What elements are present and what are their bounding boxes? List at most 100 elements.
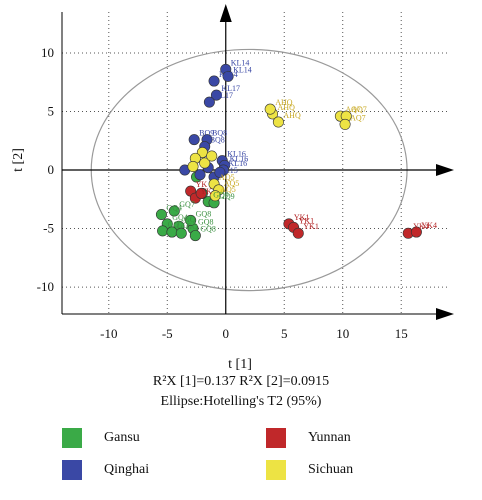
y-tick-label: -5 (43, 221, 54, 236)
point-gansu (189, 230, 201, 242)
point-label-qinghai: KL16 (227, 150, 246, 159)
y-axis-label: t [2] (11, 148, 26, 172)
point-label-gansu: GQ9 (219, 192, 235, 201)
x-tick-label: 5 (281, 326, 288, 341)
legend-swatch (62, 460, 82, 480)
point-label-qinghai: KL15 (219, 166, 238, 175)
x-axis-label: t [1] (228, 357, 252, 372)
point-labels: GQ4GQ4GQ7GQGQGQGQGQ8GQ8GQ8GQ9GQ9KL14KL14… (166, 58, 437, 233)
point-label-yunnan: YK (196, 180, 208, 189)
point-gansu (185, 214, 197, 226)
point-label-qinghai: KL16 (228, 159, 247, 168)
point-label-sichuan: AQ7 (345, 105, 361, 114)
legend-item-sichuan: Sichuan (266, 460, 353, 480)
point-gansu (155, 209, 167, 221)
point-gansu (157, 225, 169, 237)
legend-item-yunnan: Yunnan (266, 428, 351, 448)
x-tick-label: 0 (223, 326, 230, 341)
point-label-gansu: GQ7 (179, 200, 195, 209)
point-yunnan (292, 227, 304, 239)
point-label-gansu: GQ4 (166, 204, 182, 213)
point-qinghai (214, 166, 226, 178)
point-sichuan (272, 116, 284, 128)
point-yunnan (410, 226, 422, 238)
point-label-sichuan: AQ7 (351, 105, 367, 114)
legend-item-gansu: Gansu (62, 428, 140, 448)
point-label-gansu: GQ8 (196, 209, 212, 218)
point-label-sichuan: AHQ (275, 98, 293, 107)
point-label-qinghai: KL17 (221, 84, 240, 93)
point-label-qinghai: BQ9 (199, 129, 214, 138)
legend-swatch (266, 428, 286, 448)
point-label-gansu: GQ (186, 222, 198, 231)
point-label-qinghai: BQ8 (210, 136, 225, 145)
x-tick-label: 15 (395, 326, 408, 341)
point-label-sichuan: AQ5 (220, 185, 236, 194)
point-label-qinghai: KL14 (219, 70, 238, 79)
y-tick-label: 5 (48, 103, 55, 118)
point-label-gansu: GQ8 (200, 225, 216, 234)
legend-item-qinghai: Qinghai (62, 460, 149, 480)
y-axis-arrow (219, 4, 232, 22)
point-qinghai (210, 89, 222, 101)
r2x-footnote: R²X [1]=0.137 R²X [2]=0.0915 (152, 374, 330, 389)
point-label-yunnan: YK1 (303, 222, 319, 231)
legend-swatch (62, 428, 82, 448)
point-label-sichuan: AHQ (283, 111, 301, 120)
point-qinghai (194, 169, 206, 181)
point-yunnan (195, 187, 207, 199)
x-axis-arrow (436, 164, 454, 177)
legend: Gansu Yunnan Qinghai Sichuan (0, 428, 482, 488)
y-tick-label: 0 (48, 162, 55, 177)
point-qinghai (208, 75, 220, 87)
point-label-yunnan: YK4 (421, 221, 437, 230)
legend-label: Yunnan (308, 430, 351, 445)
x-tick-label: -5 (162, 326, 173, 341)
bottom-frame-arrow (436, 308, 454, 320)
point-sichuan (187, 161, 199, 173)
x-tick-label: -10 (100, 326, 117, 341)
point-sichuan (339, 118, 351, 130)
point-label-qinghai: KL14 (233, 65, 252, 74)
point-label-sichuan: AQ7 (350, 113, 366, 122)
point-label-gansu: GQ9 (213, 191, 229, 200)
ellipse-footnote: Ellipse:Hotelling's T2 (95%) (160, 394, 322, 409)
point-label-yunnan: YK4 (413, 222, 429, 231)
point-label-qinghai: BQ8 (212, 129, 227, 138)
point-sichuan (206, 150, 218, 162)
point-label-qinghai: KL16 (230, 154, 249, 163)
legend-swatch (266, 460, 286, 480)
y-tick-label: 10 (41, 45, 54, 60)
point-label-gansu: GQ (168, 220, 180, 229)
point-label-yunnan: YK (200, 187, 212, 196)
plot-area (62, 12, 448, 314)
point-label-qinghai: KL14 (231, 58, 250, 67)
point-label-gansu: GQ (177, 221, 189, 230)
x-tick-label: 10 (336, 326, 349, 341)
point-label-qinghai: KL17 (214, 91, 233, 100)
legend-label: Qinghai (104, 462, 150, 477)
grid-lines (62, 12, 448, 314)
point-sichuan (209, 190, 221, 202)
point-label-yunnan: YK1 (294, 213, 310, 222)
point-label-sichuan: AQ5 (224, 179, 240, 188)
point-label-gansu: GQ4 (172, 213, 188, 222)
point-qinghai (188, 134, 200, 146)
point-gansu (168, 205, 180, 217)
point-sichuan (199, 157, 211, 169)
point-label-gansu: GQ8 (198, 218, 214, 227)
point-label-yunnan: YK1 (299, 216, 315, 225)
point-label-sichuan: AQ5 (219, 173, 235, 182)
point-gansu (175, 227, 187, 239)
y-tick-label: -10 (37, 279, 54, 294)
legend-label: Gansu (104, 430, 140, 445)
data-points (155, 63, 422, 242)
point-qinghai (203, 96, 215, 108)
point-label-gansu: GQ (184, 215, 196, 224)
legend-label: Sichuan (308, 462, 354, 477)
tick-labels: -10 -5 0 5 10 15 -10 -5 0 5 10 (37, 45, 408, 341)
point-qinghai (222, 70, 234, 82)
point-sichuan (264, 103, 276, 115)
point-label-sichuan: AHQ (278, 103, 296, 112)
